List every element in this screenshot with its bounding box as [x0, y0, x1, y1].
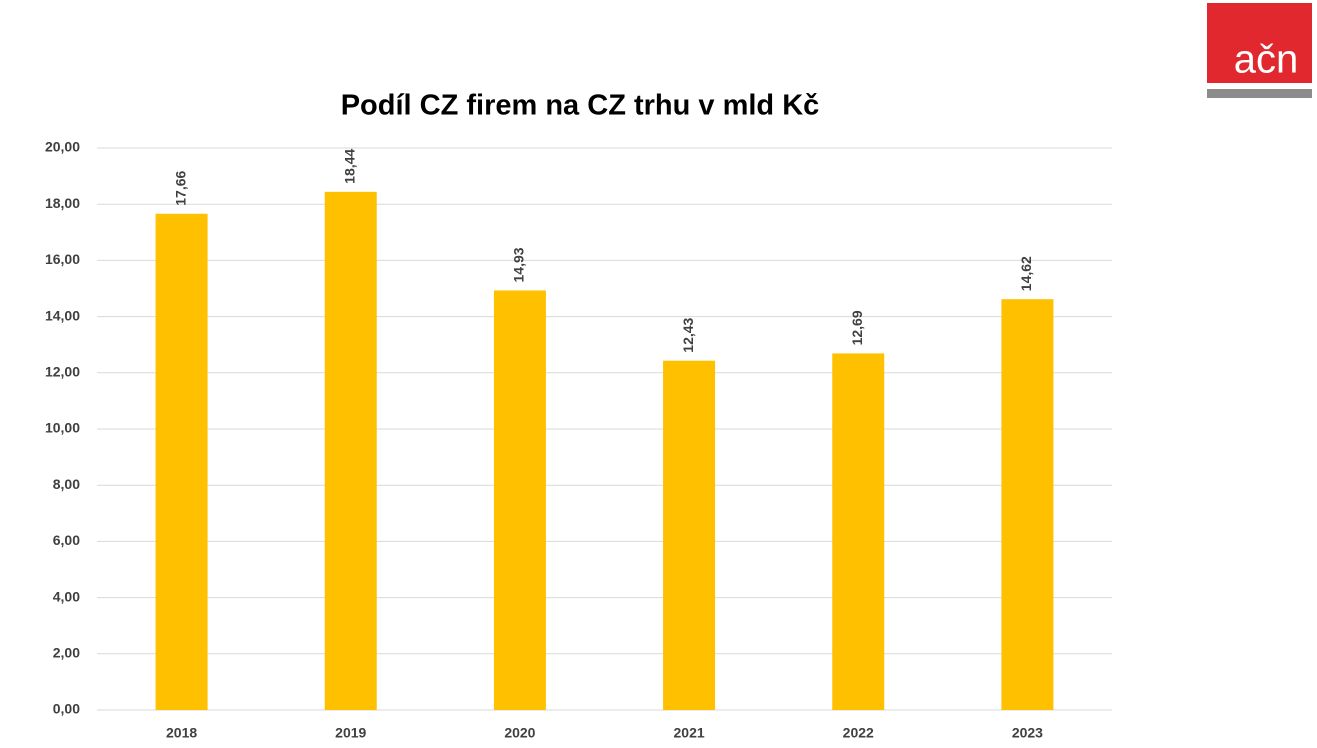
y-tick-label: 12,00 [45, 364, 80, 380]
x-tick-label: 2022 [843, 725, 874, 741]
y-tick-label: 16,00 [45, 251, 80, 267]
y-tick-label: 8,00 [53, 476, 80, 492]
y-tick-label: 14,00 [45, 307, 80, 323]
y-tick-label: 10,00 [45, 420, 80, 436]
value-label: 14,62 [1018, 256, 1034, 291]
value-label: 18,44 [341, 149, 357, 184]
bar [324, 191, 377, 710]
x-tick-label: 2019 [335, 725, 366, 741]
bar [1001, 299, 1054, 710]
y-tick-label: 6,00 [53, 532, 80, 548]
y-tick-label: 4,00 [53, 588, 80, 604]
y-tick-label: 20,00 [45, 139, 80, 155]
value-label: 12,69 [849, 310, 865, 345]
bar [155, 213, 208, 710]
y-tick-label: 18,00 [45, 195, 80, 211]
y-tick-label: 2,00 [53, 645, 80, 661]
bar [493, 290, 546, 710]
logo-bar [1207, 89, 1312, 98]
x-tick-label: 2023 [1012, 725, 1043, 741]
x-tick-label: 2018 [166, 725, 197, 741]
value-label: 17,66 [172, 171, 188, 206]
logo-box [1207, 3, 1312, 83]
x-tick-label: 2021 [674, 725, 705, 741]
bar [663, 360, 716, 710]
logo-text: ačn [1234, 38, 1299, 82]
value-label: 12,43 [680, 317, 696, 352]
chart-title: Podíl CZ firem na CZ trhu v mld Kč [341, 90, 820, 122]
bar [832, 353, 885, 710]
value-label: 14,93 [511, 247, 527, 282]
y-tick-label: 0,00 [53, 701, 80, 717]
x-tick-label: 2020 [504, 725, 535, 741]
